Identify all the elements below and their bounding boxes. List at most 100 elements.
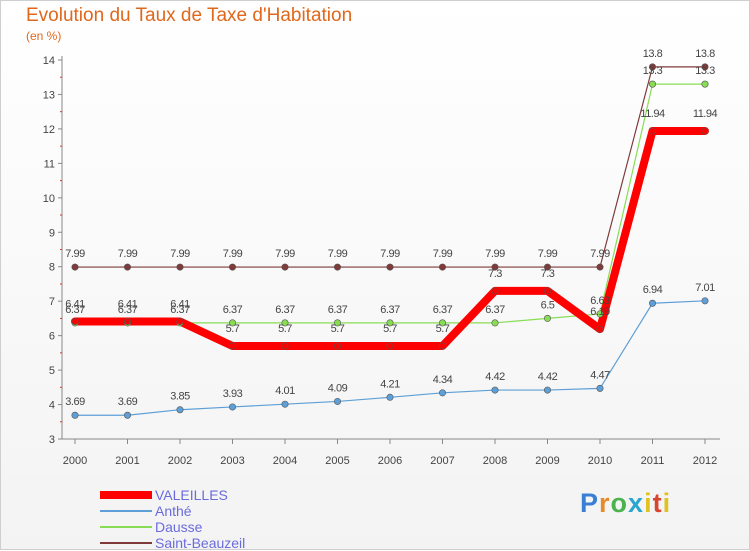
data-point	[124, 263, 132, 271]
data-point	[229, 263, 237, 271]
data-point	[701, 63, 709, 71]
data-point	[124, 318, 132, 326]
data-point	[438, 389, 446, 397]
x-tick-label: 2008	[483, 455, 507, 467]
x-tick-label: 2009	[535, 455, 559, 467]
y-tick-label: 12	[43, 124, 55, 136]
data-point	[176, 406, 184, 414]
data-point	[386, 342, 394, 350]
data-label: 6.37	[65, 304, 85, 316]
data-label: 3.69	[118, 396, 138, 408]
y-tick-label: 8	[49, 262, 55, 274]
data-label: 7.3	[541, 268, 555, 280]
data-label: 5.7	[226, 323, 240, 335]
data-point	[701, 127, 709, 135]
data-point	[333, 263, 341, 271]
data-point	[438, 319, 446, 327]
data-label: 4.01	[275, 385, 295, 397]
y-tick-label: 14	[43, 55, 55, 67]
data-point	[648, 63, 656, 71]
data-label: 5.7	[436, 323, 450, 335]
x-tick-label: 2012	[693, 455, 717, 467]
data-label: 6.5	[541, 299, 555, 311]
data-label: 6.37	[223, 304, 243, 316]
data-label: 7.99	[380, 248, 400, 260]
proxiti-logo: Proxiti	[580, 488, 672, 518]
data-point	[701, 297, 709, 305]
legend-label: Saint-Beauzeil	[155, 535, 246, 551]
y-tick-label: 7	[49, 296, 55, 308]
data-label: 6.41	[65, 299, 85, 311]
data-label: 7.99	[118, 248, 138, 260]
data-point	[438, 342, 446, 350]
data-point	[386, 263, 394, 271]
data-label: 7.99	[170, 248, 190, 260]
data-label: 6.41	[118, 299, 138, 311]
data-label: 7.99	[65, 248, 85, 260]
data-label: 6.94	[643, 284, 663, 296]
data-label: 11.94	[640, 108, 665, 120]
data-point	[333, 319, 341, 327]
x-tick-label: 2011	[641, 455, 665, 467]
data-label: 7.99	[538, 248, 558, 260]
data-point	[71, 263, 79, 271]
data-label: 3.85	[170, 391, 190, 403]
data-point	[648, 80, 656, 88]
x-tick-label: 2002	[168, 455, 192, 467]
data-label: 6.37	[118, 304, 138, 316]
series-line-saint-beauzeil	[74, 66, 706, 268]
data-point	[596, 384, 604, 392]
data-label: 7.99	[223, 248, 243, 260]
data-label: 4.21	[380, 378, 400, 390]
data-point	[386, 319, 394, 327]
chart-unit-label: (en %)	[26, 29, 62, 43]
data-label: 7.99	[485, 248, 505, 260]
x-tick-label: 2000	[63, 455, 87, 467]
data-point	[491, 386, 499, 394]
x-tick-label: 2005	[325, 455, 349, 467]
data-point	[648, 299, 656, 307]
data-label: 13.8	[643, 48, 663, 60]
data-label: 3.69	[65, 396, 85, 408]
data-point	[71, 318, 79, 326]
chart-title: Evolution du Taux de Taxe d'Habitation	[26, 5, 353, 26]
data-label: 7.99	[275, 248, 295, 260]
data-point	[543, 287, 551, 295]
data-label: 7.99	[433, 248, 453, 260]
data-point	[229, 342, 237, 350]
legend-label: Dausse	[155, 519, 203, 535]
data-label: 7.01	[695, 282, 715, 294]
data-point	[596, 325, 604, 333]
data-label: 6.37	[485, 304, 505, 316]
data-point	[281, 400, 289, 408]
data-point	[281, 263, 289, 271]
data-point	[176, 263, 184, 271]
x-tick-label: 2010	[588, 455, 612, 467]
data-label: 6.37	[170, 304, 190, 316]
data-label: 4.42	[538, 371, 558, 383]
x-tick-label: 2004	[273, 455, 297, 467]
data-point	[543, 314, 551, 322]
data-point	[596, 310, 604, 318]
data-label: 6.37	[328, 304, 348, 316]
data-label: 6.37	[380, 304, 400, 316]
data-point	[333, 342, 341, 350]
data-label: 13.3	[695, 65, 715, 77]
data-point	[491, 263, 499, 271]
legend-swatch	[100, 510, 152, 512]
data-label: 7.3	[488, 268, 502, 280]
y-tick-label: 13	[43, 89, 55, 101]
y-tick-label: 9	[49, 227, 55, 239]
x-tick-label: 2003	[220, 455, 244, 467]
data-point	[438, 263, 446, 271]
data-label: 6.37	[275, 304, 295, 316]
data-point	[124, 411, 132, 419]
data-point	[543, 386, 551, 394]
legend-swatch	[100, 542, 152, 544]
data-label: 6.37	[433, 304, 453, 316]
data-label: 11.94	[693, 108, 718, 120]
data-label: 6.19	[590, 306, 610, 318]
data-label: 7.99	[590, 248, 610, 260]
